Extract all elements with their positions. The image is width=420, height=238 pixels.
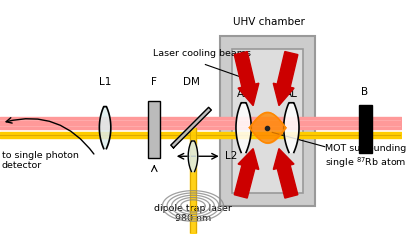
- Polygon shape: [273, 149, 294, 169]
- Text: to single photon
detector: to single photon detector: [2, 150, 79, 170]
- Polygon shape: [234, 52, 255, 87]
- Polygon shape: [171, 107, 211, 148]
- Text: Laser cooling beams: Laser cooling beams: [153, 49, 251, 58]
- Polygon shape: [238, 149, 259, 169]
- Text: AL: AL: [285, 89, 298, 99]
- Text: dipole trap laser
980 nm: dipole trap laser 980 nm: [154, 204, 232, 223]
- Polygon shape: [188, 141, 198, 172]
- Polygon shape: [238, 83, 259, 106]
- Text: L1: L1: [99, 78, 111, 88]
- Text: AL: AL: [237, 89, 250, 99]
- Bar: [148, 101, 160, 158]
- Text: F: F: [151, 78, 157, 88]
- Bar: [359, 105, 372, 153]
- Polygon shape: [234, 165, 255, 198]
- Polygon shape: [277, 52, 298, 87]
- Bar: [232, 49, 303, 193]
- Polygon shape: [273, 83, 294, 106]
- Text: UHV chamber: UHV chamber: [234, 17, 305, 27]
- Bar: [220, 36, 315, 206]
- Text: L2: L2: [226, 151, 238, 161]
- Polygon shape: [236, 103, 251, 152]
- Polygon shape: [284, 103, 299, 152]
- Text: DM: DM: [183, 78, 199, 88]
- Polygon shape: [277, 165, 298, 198]
- Text: B: B: [361, 87, 368, 97]
- Text: MOT surrounding
single $^{87}$Rb atom: MOT surrounding single $^{87}$Rb atom: [325, 144, 406, 169]
- Polygon shape: [100, 107, 111, 149]
